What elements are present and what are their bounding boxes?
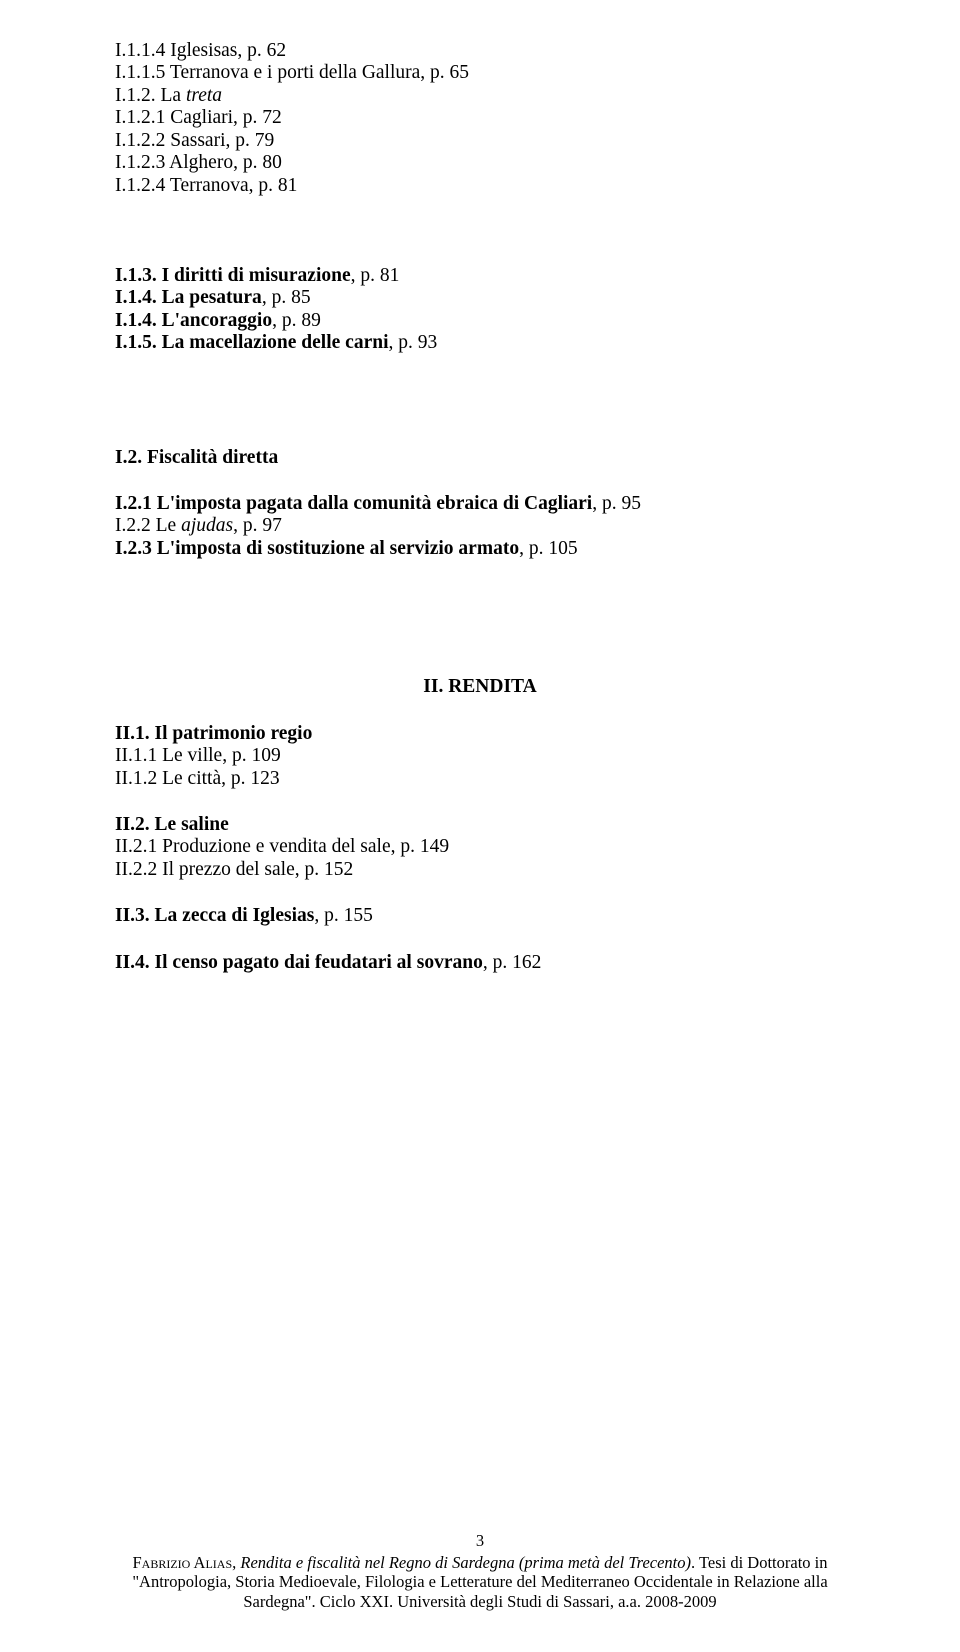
page-footer: 3 Fabrizio Alias, Rendita e fiscalità ne… [115,1531,845,1612]
toc-line: II.2.2 Il prezzo del sale, p. 152 [115,859,845,881]
toc-line: I.1.2.3 Alghero, p. 80 [115,152,845,174]
toc-line: II.3. La zecca di Iglesias, p. 155 [115,905,845,927]
toc-line: I.1.3. I diritti di misurazione, p. 81 [115,265,845,287]
toc-heading: II.3. La zecca di Iglesias [115,905,314,926]
toc-heading: I.1.5. La macellazione delle carni [115,332,389,353]
toc-page: , p. 81 [351,265,400,286]
toc-text: I.1.2. La [115,85,186,106]
toc-line: II.1.2 Le città, p. 123 [115,768,845,790]
toc-heading: I.2. Fiscalità diretta [115,447,278,468]
footer-title: Rendita e fiscalità nel Regno di Sardegn… [240,1553,691,1572]
document-body: I.1.1.4 Iglesisas, p. 62 I.1.1.5 Terrano… [115,40,845,974]
toc-line: I.1.2.1 Cagliari, p. 72 [115,107,845,129]
toc-line: II.4. Il censo pagato dai feudatari al s… [115,952,845,974]
toc-page: , p. 89 [272,310,321,331]
toc-heading: I.1.3. I diritti di misurazione [115,265,351,286]
toc-line: I.2.2 Le ajudas, p. 97 [115,515,845,537]
toc-italic: treta [186,85,222,106]
toc-section-heading: I.2. Fiscalità diretta [115,447,845,469]
toc-heading: I.1.4. L'ancoraggio [115,310,272,331]
footer-text: Fabrizio Alias, Rendita e fiscalità nel … [132,1553,827,1612]
toc-heading: II.2. Le saline [115,814,229,835]
toc-heading: I.2.1 L'imposta pagata dalla comunità eb… [115,493,592,514]
toc-line: I.2.3 L'imposta di sostituzione al servi… [115,538,845,560]
toc-page: , p. 95 [592,493,641,514]
toc-line: I.1.4. La pesatura, p. 85 [115,287,845,309]
toc-line: I.1.2.4 Terranova, p. 81 [115,175,845,197]
toc-line: I.1.1.5 Terranova e i porti della Gallur… [115,62,845,84]
toc-page: , p. 162 [483,952,542,973]
toc-line: I.1.1.4 Iglesisas, p. 62 [115,40,845,62]
toc-line: II.2. Le saline [115,814,845,836]
toc-heading: I.2.3 L'imposta di sostituzione al servi… [115,538,519,559]
toc-line: II.2.1 Produzione e vendita del sale, p.… [115,836,845,858]
toc-page: , p. 105 [519,538,578,559]
toc-line: I.1.2. La treta [115,85,845,107]
toc-heading: II.1. Il patrimonio regio [115,723,312,744]
toc-heading: II.4. Il censo pagato dai feudatari al s… [115,952,483,973]
toc-page: , p. 93 [389,332,438,353]
section-heading: II. RENDITA [115,676,845,698]
toc-page: , p. 85 [262,287,311,308]
footer-author: Fabrizio Alias [133,1553,233,1572]
toc-line: I.1.2.2 Sassari, p. 79 [115,130,845,152]
toc-page: , p. 65 [420,62,469,83]
toc-line: I.2.1 L'imposta pagata dalla comunità eb… [115,493,845,515]
toc-page: , p. 97 [233,515,282,536]
toc-text: I.2.2 Le [115,515,181,536]
toc-line: II.1. Il patrimonio regio [115,723,845,745]
toc-heading: I.1.4. La pesatura [115,287,262,308]
toc-line: II.1.1 Le ville, p. 109 [115,745,845,767]
toc-line: I.1.5. La macellazione delle carni, p. 9… [115,332,845,354]
toc-italic: ajudas [181,515,233,536]
toc-page: , p. 155 [314,905,373,926]
page-number: 3 [115,1531,845,1551]
toc-text: I.1.1.5 Terranova e i porti della Gallur… [115,62,420,83]
toc-line: I.1.4. L'ancoraggio, p. 89 [115,310,845,332]
